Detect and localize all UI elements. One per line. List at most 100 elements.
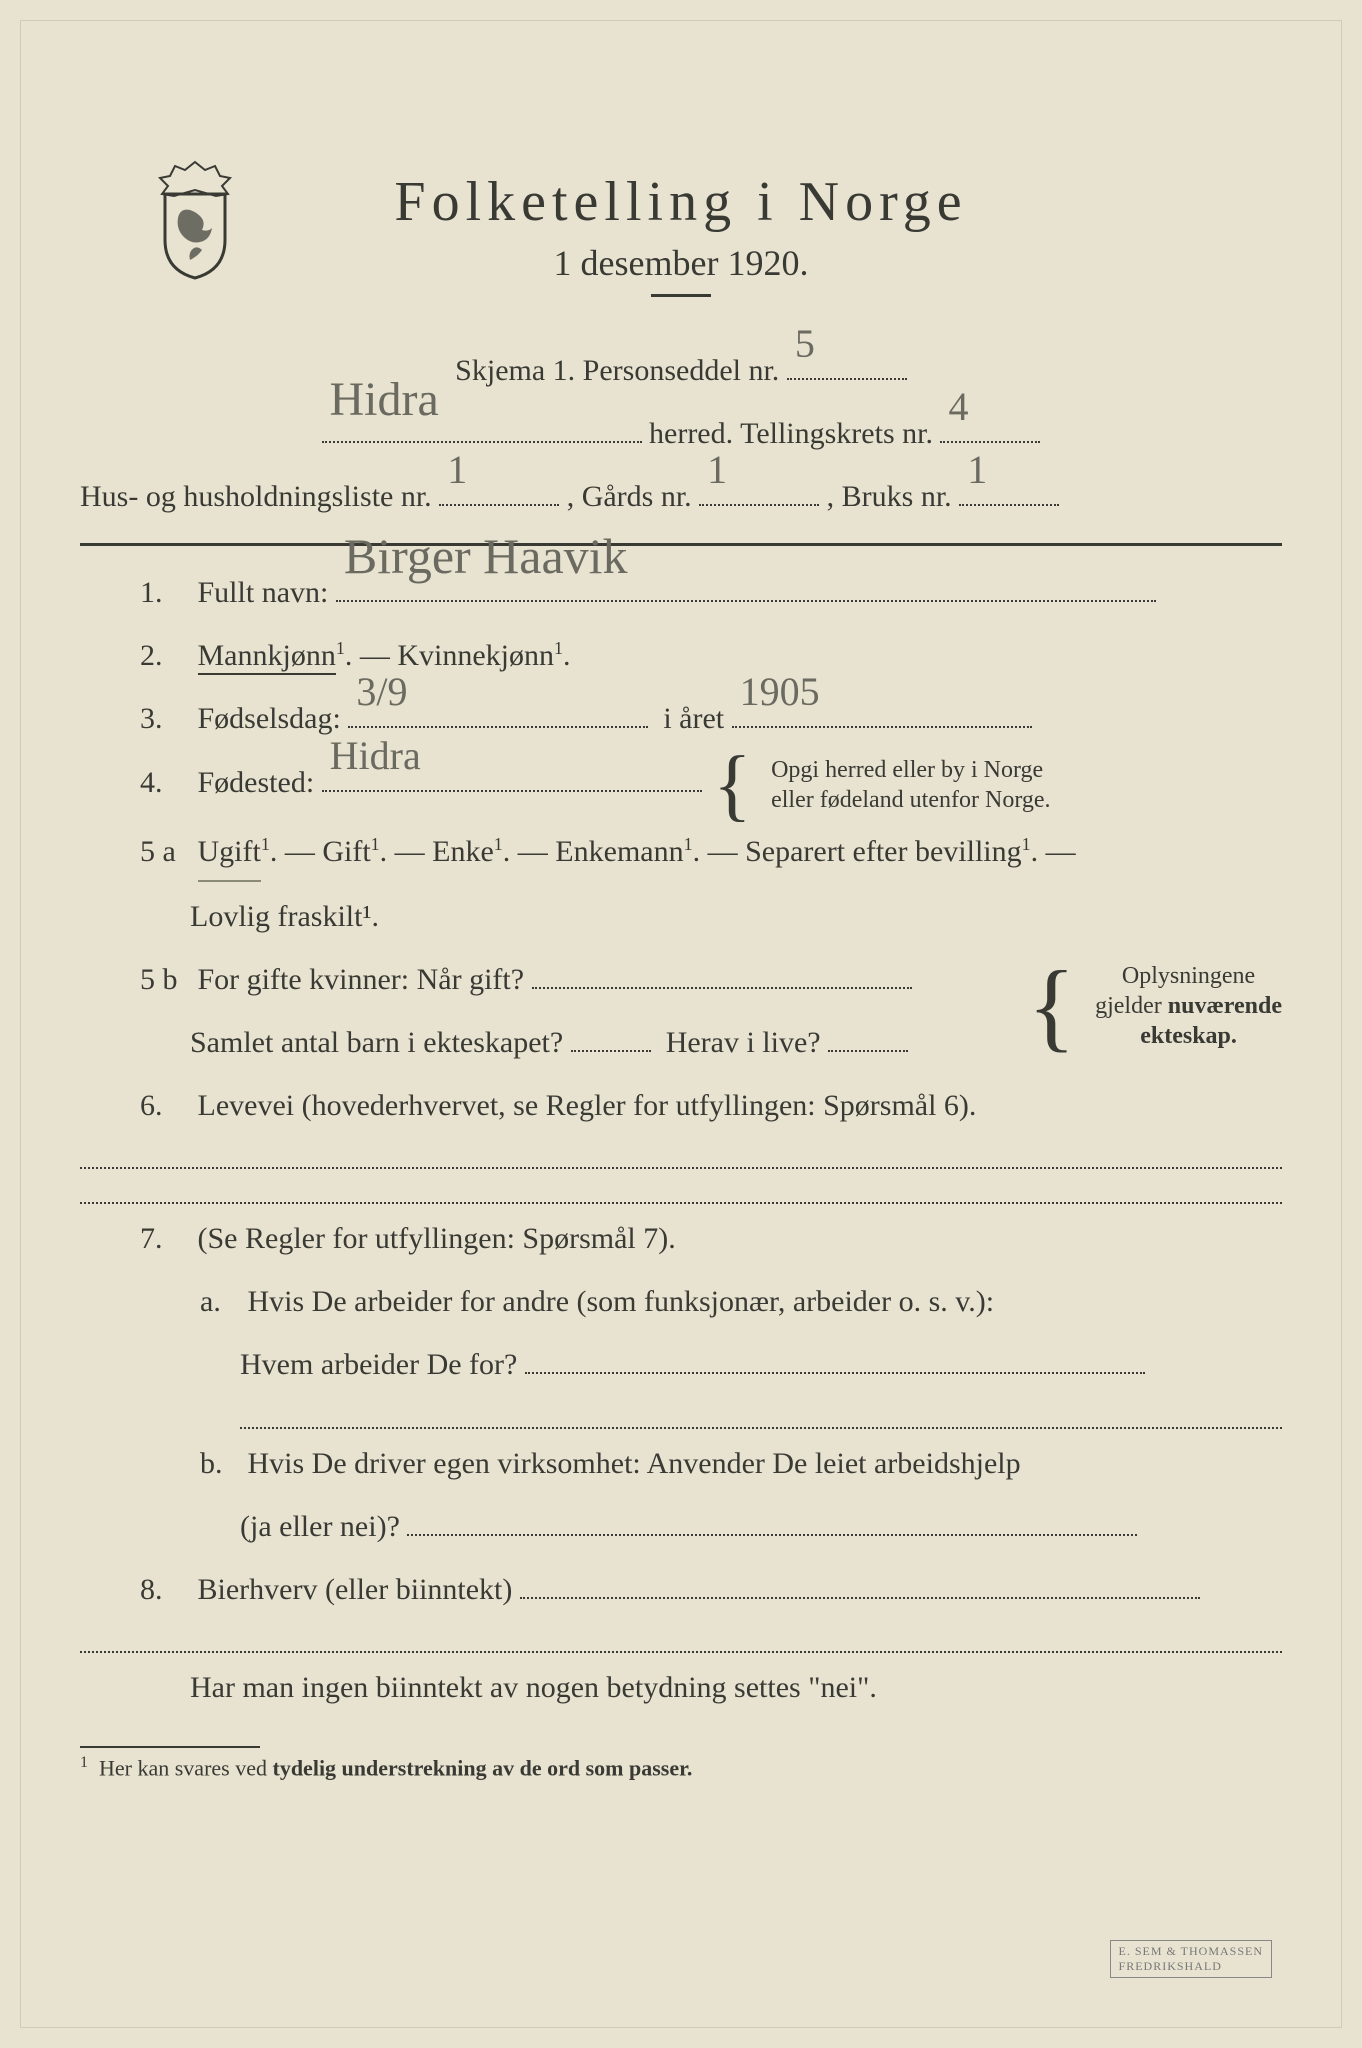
q4-row: 4. Fødested: Hidra { Opgi herred eller b… bbox=[80, 753, 1282, 817]
q7b-l1: Hvis De driver egen virksomhet: Anvender… bbox=[248, 1447, 1021, 1480]
fullname-value: Birger Haavik bbox=[344, 509, 628, 604]
marriage-year-field bbox=[532, 987, 912, 989]
census-form-page: Folketelling i Norge 1 desember 1920. Sk… bbox=[0, 0, 1362, 2048]
q8-blank bbox=[80, 1624, 1282, 1653]
footnote-row: 1 Her kan svares ved tydelig understrekn… bbox=[80, 1754, 1282, 1781]
q7a-row1: a. Hvis De arbeider for andre (som funks… bbox=[80, 1273, 1282, 1330]
q8-row: 8. Bierhverv (eller biinntekt) bbox=[80, 1561, 1282, 1618]
q2-male: Mannkjønn bbox=[198, 639, 336, 675]
q7a-row2: Hvem arbeider De for? bbox=[80, 1336, 1282, 1393]
q7-text: (Se Regler for utfyllingen: Spørsmål 7). bbox=[198, 1222, 676, 1255]
krets-value: 4 bbox=[948, 369, 968, 445]
q1-row: 1. Fullt navn: Birger Haavik bbox=[80, 564, 1282, 621]
q7b-l2: (ja eller nei)? bbox=[240, 1510, 400, 1543]
bruks-field: 1 bbox=[959, 504, 1059, 506]
q4-note: Opgi herred eller by i Norge eller fødel… bbox=[771, 755, 1050, 815]
q8-label: Bierhverv (eller biinntekt) bbox=[198, 1573, 513, 1606]
q6-row: 6. Levevei (hovederhvervet, se Regler fo… bbox=[80, 1077, 1282, 1134]
q4-note-l2: eller fødeland utenfor Norge. bbox=[771, 787, 1050, 813]
q2-num: 2. bbox=[140, 627, 190, 684]
footnote-marker: 1 bbox=[80, 1754, 88, 1771]
q4-label: Fødested: bbox=[198, 766, 315, 799]
q5b-note: Oplysningene gjelder nuværende ekteskap. bbox=[1095, 961, 1282, 1051]
q3-num: 3. bbox=[140, 690, 190, 747]
employer-field bbox=[525, 1372, 1145, 1374]
q1-num: 1. bbox=[140, 564, 190, 621]
birthyear-field: 1905 bbox=[732, 726, 1032, 728]
sup-2: 1 bbox=[554, 638, 563, 658]
q5b-num: 5 b bbox=[140, 951, 190, 1008]
herred-label: herred. Tellingskrets nr. bbox=[649, 417, 933, 450]
q7b-row1: b. Hvis De driver egen virksomhet: Anven… bbox=[80, 1435, 1282, 1492]
q7a-num: a. bbox=[200, 1273, 240, 1330]
form-date: 1 desember 1920. bbox=[80, 242, 1282, 284]
q7-row: 7. (Se Regler for utfyllingen: Spørsmål … bbox=[80, 1210, 1282, 1267]
q5a-row2: Lovlig fraskilt¹. bbox=[80, 888, 1282, 945]
schema-line: Skjema 1. Personseddel nr. 5 bbox=[80, 342, 1282, 399]
q6-text: Levevei (hovederhvervet, se Regler for u… bbox=[198, 1089, 977, 1122]
schema-label: Skjema 1. Personseddel nr. bbox=[455, 354, 779, 387]
q7a-blank bbox=[240, 1399, 1282, 1428]
q5b-row1: 5 b For gifte kvinner: Når gift? { Oplys… bbox=[80, 951, 1282, 1008]
footnote-text: Her kan svares ved tydelig understreknin… bbox=[99, 1755, 692, 1780]
brace-icon-1: { bbox=[713, 753, 751, 817]
brace-icon-2: { bbox=[1028, 966, 1076, 1046]
form-title: Folketelling i Norge bbox=[80, 170, 1282, 234]
q5b-l2b: Herav i live? bbox=[666, 1026, 821, 1059]
divider-1 bbox=[80, 543, 1282, 546]
form-header: Folketelling i Norge 1 desember 1920. bbox=[80, 170, 1282, 302]
children-alive-field bbox=[828, 1050, 908, 1052]
q2-female: Kvinnekjønn bbox=[397, 639, 554, 672]
children-total-field bbox=[571, 1050, 651, 1052]
husliste-value: 1 bbox=[447, 432, 467, 508]
q5b-note-l2: gjelder nuværende bbox=[1095, 993, 1282, 1019]
q3-label: Fødselsdag: bbox=[198, 702, 341, 735]
q7b-row2: (ja eller nei)? bbox=[80, 1498, 1282, 1555]
personseddel-field: 5 bbox=[787, 378, 907, 380]
printer-stamp: E. SEM & THOMASSENFREDRIKSHALD bbox=[1110, 1940, 1272, 1978]
date-underline bbox=[651, 294, 711, 297]
q5a-row1: 5 a Ugift1. — Gift1. — Enke1. — Enkemann… bbox=[80, 823, 1282, 882]
herred-field: Hidra bbox=[322, 441, 642, 443]
q5a-opts2: Lovlig fraskilt¹. bbox=[190, 900, 379, 933]
birthyear-value: 1905 bbox=[740, 654, 820, 730]
closing-text: Har man ingen biinntekt av nogen betydni… bbox=[190, 1671, 877, 1704]
sup-1: 1 bbox=[336, 638, 345, 658]
q4-num: 4. bbox=[140, 754, 190, 811]
herred-value: Hidra bbox=[330, 354, 439, 445]
q1-label: Fullt navn: bbox=[198, 576, 329, 609]
q5b-l2a: Samlet antal barn i ekteskapet? bbox=[190, 1026, 563, 1059]
q3-row: 3. Fødselsdag: 3/9 i året 1905 bbox=[80, 690, 1282, 747]
q7b-num: b. bbox=[200, 1435, 240, 1492]
secondary-occupation-field bbox=[520, 1597, 1200, 1599]
ugift-underlined: Ugift bbox=[198, 823, 261, 882]
q5a-num: 5 a bbox=[140, 823, 190, 880]
stamp-text: E. SEM & THOMASSENFREDRIKSHALD bbox=[1119, 1944, 1263, 1973]
gards-field: 1 bbox=[699, 504, 819, 506]
q7a-l1: Hvis De arbeider for andre (som funksjon… bbox=[248, 1285, 995, 1318]
q5b-l1a: For gifte kvinner: Når gift? bbox=[198, 963, 525, 996]
q6-blank-2 bbox=[80, 1175, 1282, 1204]
q2-row: 2. Mannkjønn1. — Kvinnekjønn1. bbox=[80, 627, 1282, 684]
footnote-rule bbox=[80, 1746, 260, 1748]
q6-blank-1 bbox=[80, 1140, 1282, 1169]
husliste-field: 1 bbox=[439, 504, 559, 506]
q4-note-l1: Opgi herred eller by i Norge bbox=[771, 757, 1043, 783]
krets-field: 4 bbox=[940, 441, 1040, 443]
hus-line: Hus- og husholdningsliste nr. 1 , Gårds … bbox=[80, 468, 1282, 525]
q5b-note-l3: ekteskap. bbox=[1140, 1023, 1237, 1049]
q7a-l2: Hvem arbeider De for? bbox=[240, 1348, 517, 1381]
q3-mid: i året bbox=[663, 702, 724, 735]
bruks-value: 1 bbox=[967, 432, 987, 508]
herred-line: Hidra herred. Tellingskrets nr. 4 bbox=[80, 405, 1282, 462]
q5b-note-l1: Oplysningene bbox=[1122, 963, 1255, 989]
fullname-field: Birger Haavik bbox=[336, 600, 1156, 602]
q5b-note-wrap: { Oplysningene gjelder nuværende ekteska… bbox=[1024, 961, 1282, 1051]
birthplace-field: Hidra bbox=[322, 790, 702, 792]
closing-row: Har man ingen biinntekt av nogen betydni… bbox=[80, 1659, 1282, 1716]
personseddel-value: 5 bbox=[795, 306, 815, 382]
birthplace-value: Hidra bbox=[330, 718, 421, 794]
bruks-label: , Bruks nr. bbox=[827, 480, 952, 513]
hired-help-field bbox=[407, 1534, 1137, 1536]
gards-value: 1 bbox=[707, 432, 727, 508]
